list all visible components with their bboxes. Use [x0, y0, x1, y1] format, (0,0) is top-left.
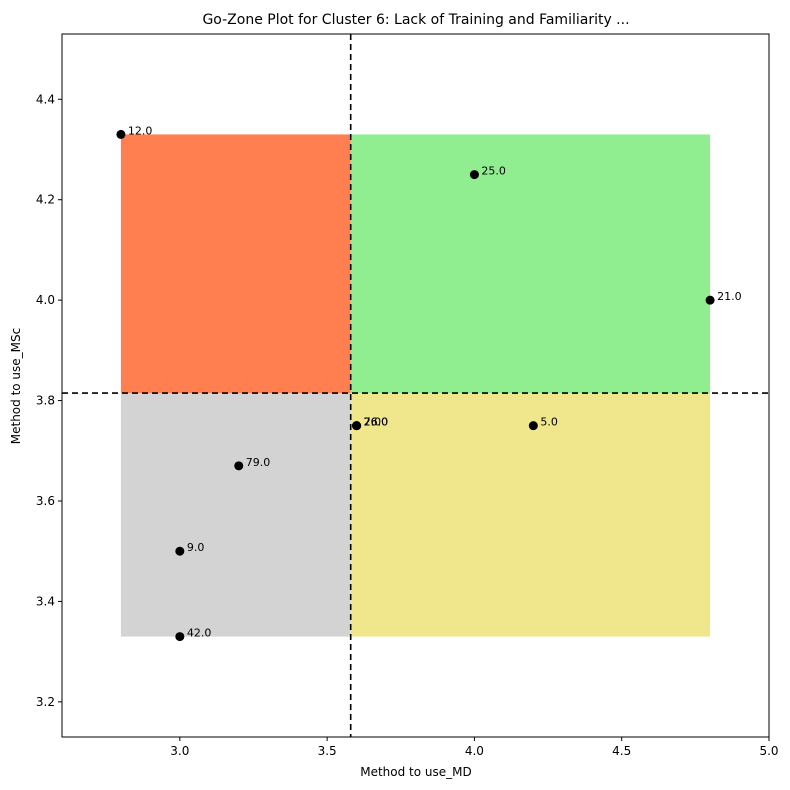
- zone-bottom-left: [120, 393, 351, 637]
- x-tick-label: 5.0: [759, 744, 778, 758]
- point-label: 12.0: [128, 124, 152, 137]
- x-axis-label: Method to use_MD: [360, 765, 472, 779]
- x-tick-label: 4.0: [465, 744, 484, 758]
- y-tick-label: 3.6: [36, 494, 55, 508]
- y-tick-label: 4.0: [36, 293, 55, 307]
- y-axis-label: Method to use_MSc: [9, 328, 23, 445]
- mean-lines: [62, 34, 769, 737]
- x-tick-label: 3.0: [170, 744, 189, 758]
- data-point: [175, 632, 185, 642]
- point-label: 26.0: [364, 416, 389, 429]
- x-axis-ticks: 3.0 3.5 4.0 4.5 5.0: [170, 737, 779, 758]
- data-point: [116, 129, 126, 139]
- point-label: 21.0: [717, 290, 742, 303]
- data-point: [234, 461, 244, 471]
- x-tick-label: 3.5: [318, 744, 337, 758]
- point-label: 79.0: [246, 456, 271, 469]
- data-points: 12.0 25.0 21.0 76.026.02.0 5.0 79.0 9.0 42.0: [116, 124, 742, 642]
- point-label: 2.0: [364, 416, 382, 429]
- y-axis-ticks: 3.2 3.4 3.6 3.8 4.0 4.2 4.4: [36, 92, 62, 709]
- zone-top-right: [350, 134, 711, 394]
- zone-bottom-right: [350, 393, 711, 637]
- chart-title: Go-Zone Plot for Cluster 6: Lack of Trai…: [202, 12, 629, 28]
- zone-top-left: [120, 134, 351, 394]
- point-label: 76.0: [364, 416, 389, 429]
- y-tick-label: 4.4: [36, 92, 55, 106]
- data-point: [705, 295, 715, 305]
- data-point: [528, 421, 538, 431]
- point-label: 5.0: [540, 416, 558, 429]
- point-label: 42.0: [187, 627, 212, 640]
- point-label: 25.0: [481, 165, 506, 178]
- zones: [120, 134, 711, 637]
- y-tick-label: 3.8: [36, 394, 55, 408]
- y-tick-label: 4.2: [36, 193, 55, 207]
- y-tick-label: 3.4: [36, 594, 55, 608]
- data-point: [469, 170, 479, 180]
- data-point: [175, 546, 185, 556]
- point-label: 9.0: [187, 541, 205, 554]
- x-tick-label: 4.5: [612, 744, 631, 758]
- data-point: [352, 421, 362, 431]
- plot-frame: [61, 33, 770, 738]
- y-tick-label: 3.2: [36, 695, 55, 709]
